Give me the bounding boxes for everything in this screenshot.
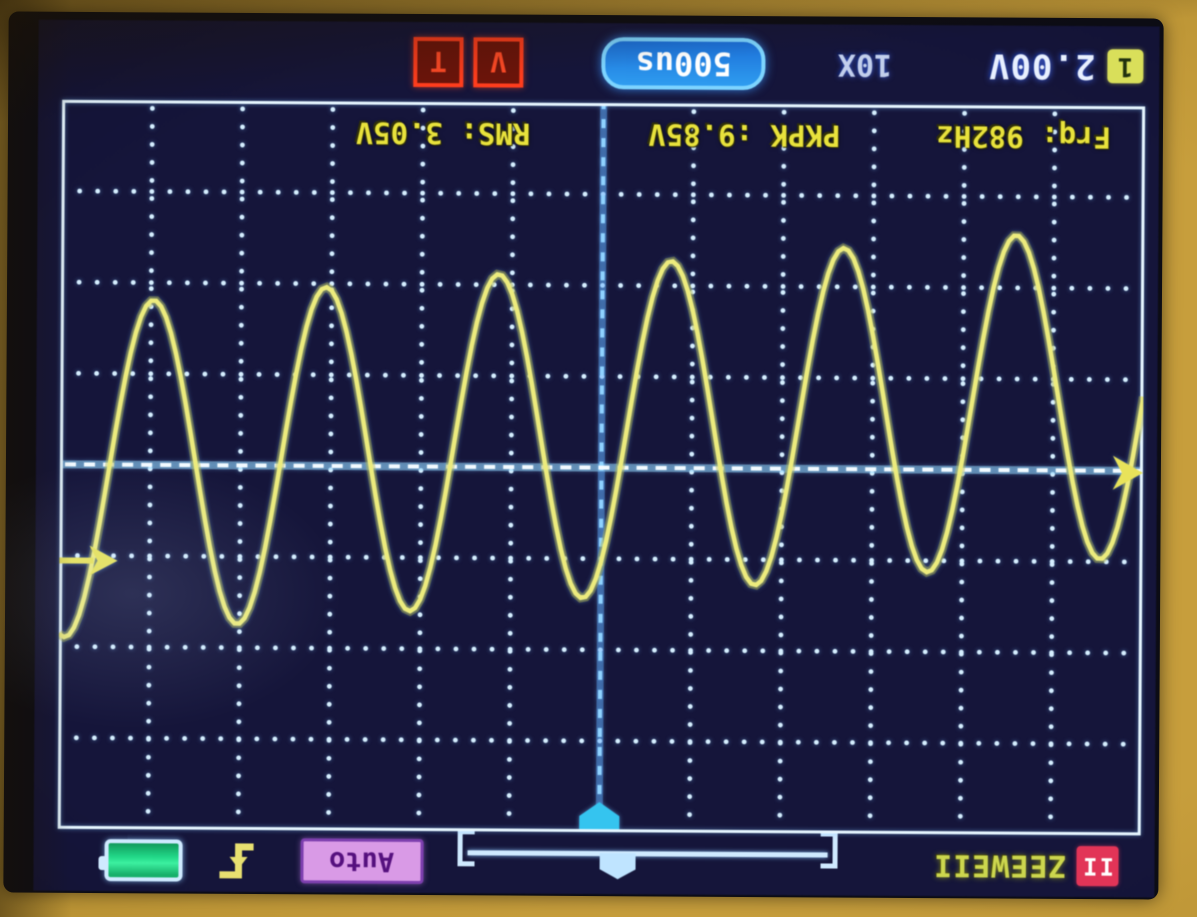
scrollbar-left-bracket: [820, 831, 838, 869]
volts-per-div: 2.00V: [987, 45, 1096, 87]
horizontal-position-scrollbar: [457, 829, 838, 888]
screen-bezel: II ZEEWEII Auto Frq: 98: [3, 11, 1164, 900]
channel-badge: 1: [1107, 49, 1144, 84]
scrollbar-position-marker: [600, 853, 636, 879]
pkpk-readout: PKPK :9.85V: [648, 117, 841, 153]
scrollbar-track: [467, 850, 828, 858]
frequency-readout: Frq: 982Hz: [936, 119, 1112, 155]
run-state-badge: II: [1076, 846, 1119, 887]
brand-logo: ZEEWEII: [932, 847, 1067, 884]
scrollbar-right-bracket: [457, 829, 475, 867]
bottom-parameter-bar: 1 2.00V 10X 500us V T: [38, 20, 1159, 107]
graticule-svg: [57, 99, 1146, 836]
measurement-readouts: Frq: 982Hz PKPK :9.85V RMS: 3.05V: [62, 114, 1145, 155]
vt-t-box: T: [413, 36, 464, 88]
timebase-badge: 500us: [601, 37, 767, 91]
battery-icon: [103, 839, 183, 882]
graticule-area: Frq: 982Hz PKPK :9.85V RMS: 3.05V: [57, 99, 1146, 836]
rms-readout: RMS: 3.05V: [355, 115, 531, 151]
rising-edge-trigger-icon: [218, 843, 254, 879]
probe-attenuation: 10X: [837, 47, 893, 83]
vt-v-box: V: [473, 37, 524, 88]
trigger-mode-badge: Auto: [299, 838, 424, 885]
top-status-bar: II ZEEWEII Auto: [33, 829, 1154, 898]
lcd-screen: II ZEEWEII Auto Frq: 98: [33, 19, 1160, 898]
